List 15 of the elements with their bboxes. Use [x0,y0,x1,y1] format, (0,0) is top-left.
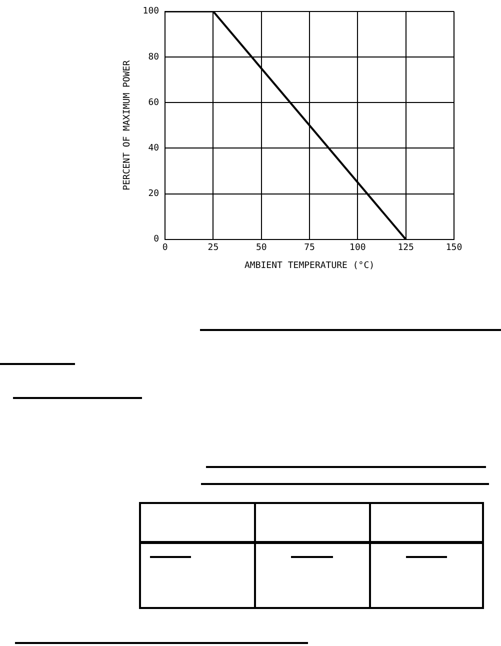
y-tick-label: 100 [142,6,160,17]
y-axis-title: PERCENT OF MAXIMUM POWER [122,60,133,190]
x-axis-title: AMBIENT TEMPERATURE (°C) [244,260,375,271]
y-tick-label: 0 [154,234,160,245]
x-tick-label: 0 [162,243,168,254]
x-tick-label: 125 [398,243,414,254]
x-tick-label: 50 [256,243,267,254]
x-tick-label: 150 [446,243,462,254]
y-tick-label: 20 [148,189,160,200]
y-tick-label: 80 [148,52,160,62]
x-tick-label: 25 [208,243,219,254]
y-tick-label: 40 [148,144,160,154]
y-tick-label: 60 [148,98,160,108]
x-tick-label: 75 [304,243,315,254]
x-tick-label: 100 [350,243,366,254]
